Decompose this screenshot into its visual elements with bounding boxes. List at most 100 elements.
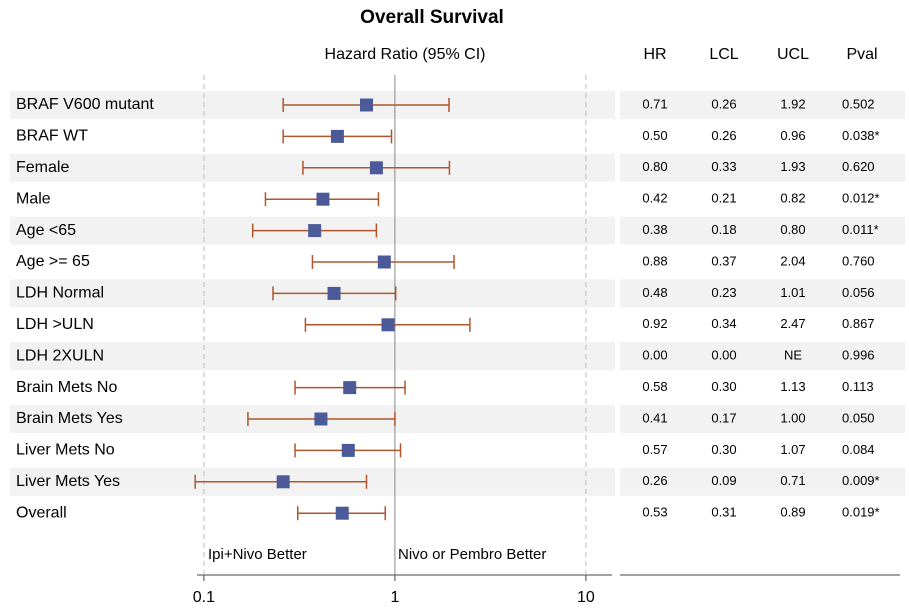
table-cell: 1.93 bbox=[780, 159, 805, 174]
row-band bbox=[620, 216, 905, 245]
table-cell: 0.502 bbox=[842, 96, 875, 111]
column-header: HR bbox=[643, 46, 666, 63]
x-tick-label: 10 bbox=[577, 589, 595, 606]
row-label: LDH Normal bbox=[16, 285, 104, 302]
table-cell: 0.89 bbox=[780, 505, 805, 520]
table-cell: 1.13 bbox=[780, 379, 805, 394]
table-cell: 0.113 bbox=[842, 379, 874, 394]
table-cell: 0.71 bbox=[780, 473, 805, 488]
hr-marker bbox=[276, 475, 290, 489]
table-cell: 0.26 bbox=[642, 473, 667, 488]
row-band bbox=[620, 467, 905, 496]
table-cell: 0.18 bbox=[711, 222, 736, 237]
table-cell: 2.04 bbox=[780, 253, 805, 268]
table-cell: 1.01 bbox=[780, 285, 805, 300]
hr-marker bbox=[308, 224, 322, 238]
table-cell: 0.41 bbox=[642, 410, 667, 425]
chart-title: Overall Survival bbox=[360, 7, 504, 28]
row-band bbox=[620, 279, 905, 308]
table-cell: 0.09 bbox=[711, 473, 736, 488]
hr-marker bbox=[327, 286, 341, 300]
table-cell: 0.011* bbox=[842, 222, 879, 237]
row-label: Brain Mets No bbox=[16, 379, 117, 396]
table-cell: 1.00 bbox=[780, 410, 805, 425]
table-cell: 0.26 bbox=[711, 128, 736, 143]
table-cell: 2.47 bbox=[780, 316, 805, 331]
column-header: LCL bbox=[709, 46, 738, 63]
table-cell: 0.37 bbox=[711, 253, 736, 268]
table-cell: 0.760 bbox=[842, 253, 875, 268]
table-cell: 0.80 bbox=[780, 222, 805, 237]
row-label: Age >= 65 bbox=[16, 253, 90, 270]
table-cell: 0.038* bbox=[842, 128, 880, 143]
row-label: LDH >ULN bbox=[16, 316, 94, 333]
row-band bbox=[620, 405, 905, 433]
annotation: Nivo or Pembro Better bbox=[398, 546, 546, 563]
table-cell: 0.31 bbox=[711, 505, 736, 520]
row-label: Brain Mets Yes bbox=[16, 410, 123, 427]
table-cell: 0.48 bbox=[642, 285, 667, 300]
table-cell: 0.867 bbox=[842, 316, 875, 331]
table-cell: 0.38 bbox=[642, 222, 667, 237]
row-label: LDH 2XULN bbox=[16, 347, 104, 364]
chart-subtitle: Hazard Ratio (95% CI) bbox=[325, 46, 486, 63]
table-cell: 0.82 bbox=[780, 191, 805, 206]
table-cell: 0.30 bbox=[711, 379, 736, 394]
table-cell: 0.88 bbox=[642, 253, 667, 268]
hr-marker bbox=[343, 381, 357, 395]
table-cell: 0.53 bbox=[642, 505, 667, 520]
table-cell: 0.009* bbox=[842, 473, 880, 488]
table-cell: 0.019* bbox=[842, 505, 880, 520]
table-cell: 0.056 bbox=[842, 285, 875, 300]
row-label: Liver Mets No bbox=[16, 442, 115, 459]
table-cell: 0.34 bbox=[711, 316, 736, 331]
table-cell: 0.050 bbox=[842, 410, 875, 425]
hr-marker bbox=[335, 506, 349, 520]
hr-marker bbox=[359, 98, 373, 112]
row-label: Female bbox=[16, 159, 69, 176]
table-cell: NE bbox=[784, 348, 802, 363]
hr-marker bbox=[377, 255, 391, 269]
table-cell: 0.57 bbox=[642, 442, 667, 457]
table-cell: 0.50 bbox=[642, 128, 667, 143]
table-cell: 0.33 bbox=[711, 159, 736, 174]
table-cell: 0.21 bbox=[711, 191, 736, 206]
x-tick-label: 1 bbox=[390, 589, 399, 606]
table-cell: 0.996 bbox=[842, 348, 875, 363]
hr-marker bbox=[341, 443, 355, 457]
row-band bbox=[620, 91, 905, 119]
table-cell: 0.58 bbox=[642, 379, 667, 394]
table-cell: 0.26 bbox=[711, 96, 736, 111]
row-band bbox=[10, 342, 615, 371]
annotation: Ipi+Nivo Better bbox=[208, 546, 307, 563]
table-cell: 0.00 bbox=[642, 348, 667, 363]
hr-marker bbox=[316, 192, 330, 206]
column-header: Pval bbox=[846, 46, 877, 63]
table-cell: 1.92 bbox=[780, 96, 805, 111]
table-cell: 1.07 bbox=[780, 442, 805, 457]
hr-marker bbox=[330, 129, 344, 143]
table-cell: 0.42 bbox=[642, 191, 667, 206]
table-cell: 0.620 bbox=[842, 159, 875, 174]
row-band bbox=[620, 342, 905, 371]
table-cell: 0.23 bbox=[711, 285, 736, 300]
table-cell: 0.96 bbox=[780, 128, 805, 143]
hr-marker bbox=[369, 161, 383, 175]
row-label: BRAF V600 mutant bbox=[16, 96, 154, 113]
row-label: Overall bbox=[16, 504, 67, 521]
row-band bbox=[620, 153, 905, 182]
hr-marker bbox=[381, 318, 395, 332]
table-cell: 0.80 bbox=[642, 159, 667, 174]
row-label: Liver Mets Yes bbox=[16, 473, 120, 490]
row-label: BRAF WT bbox=[16, 128, 88, 145]
hr-marker bbox=[314, 412, 328, 426]
row-label: Age <65 bbox=[16, 222, 76, 239]
table-cell: 0.00 bbox=[711, 348, 736, 363]
x-tick-label: 0.1 bbox=[193, 589, 215, 606]
table-cell: 0.084 bbox=[842, 442, 875, 457]
table-cell: 0.30 bbox=[711, 442, 736, 457]
column-header: UCL bbox=[777, 46, 809, 63]
table-cell: 0.17 bbox=[711, 410, 736, 425]
table-cell: 0.71 bbox=[642, 96, 667, 111]
